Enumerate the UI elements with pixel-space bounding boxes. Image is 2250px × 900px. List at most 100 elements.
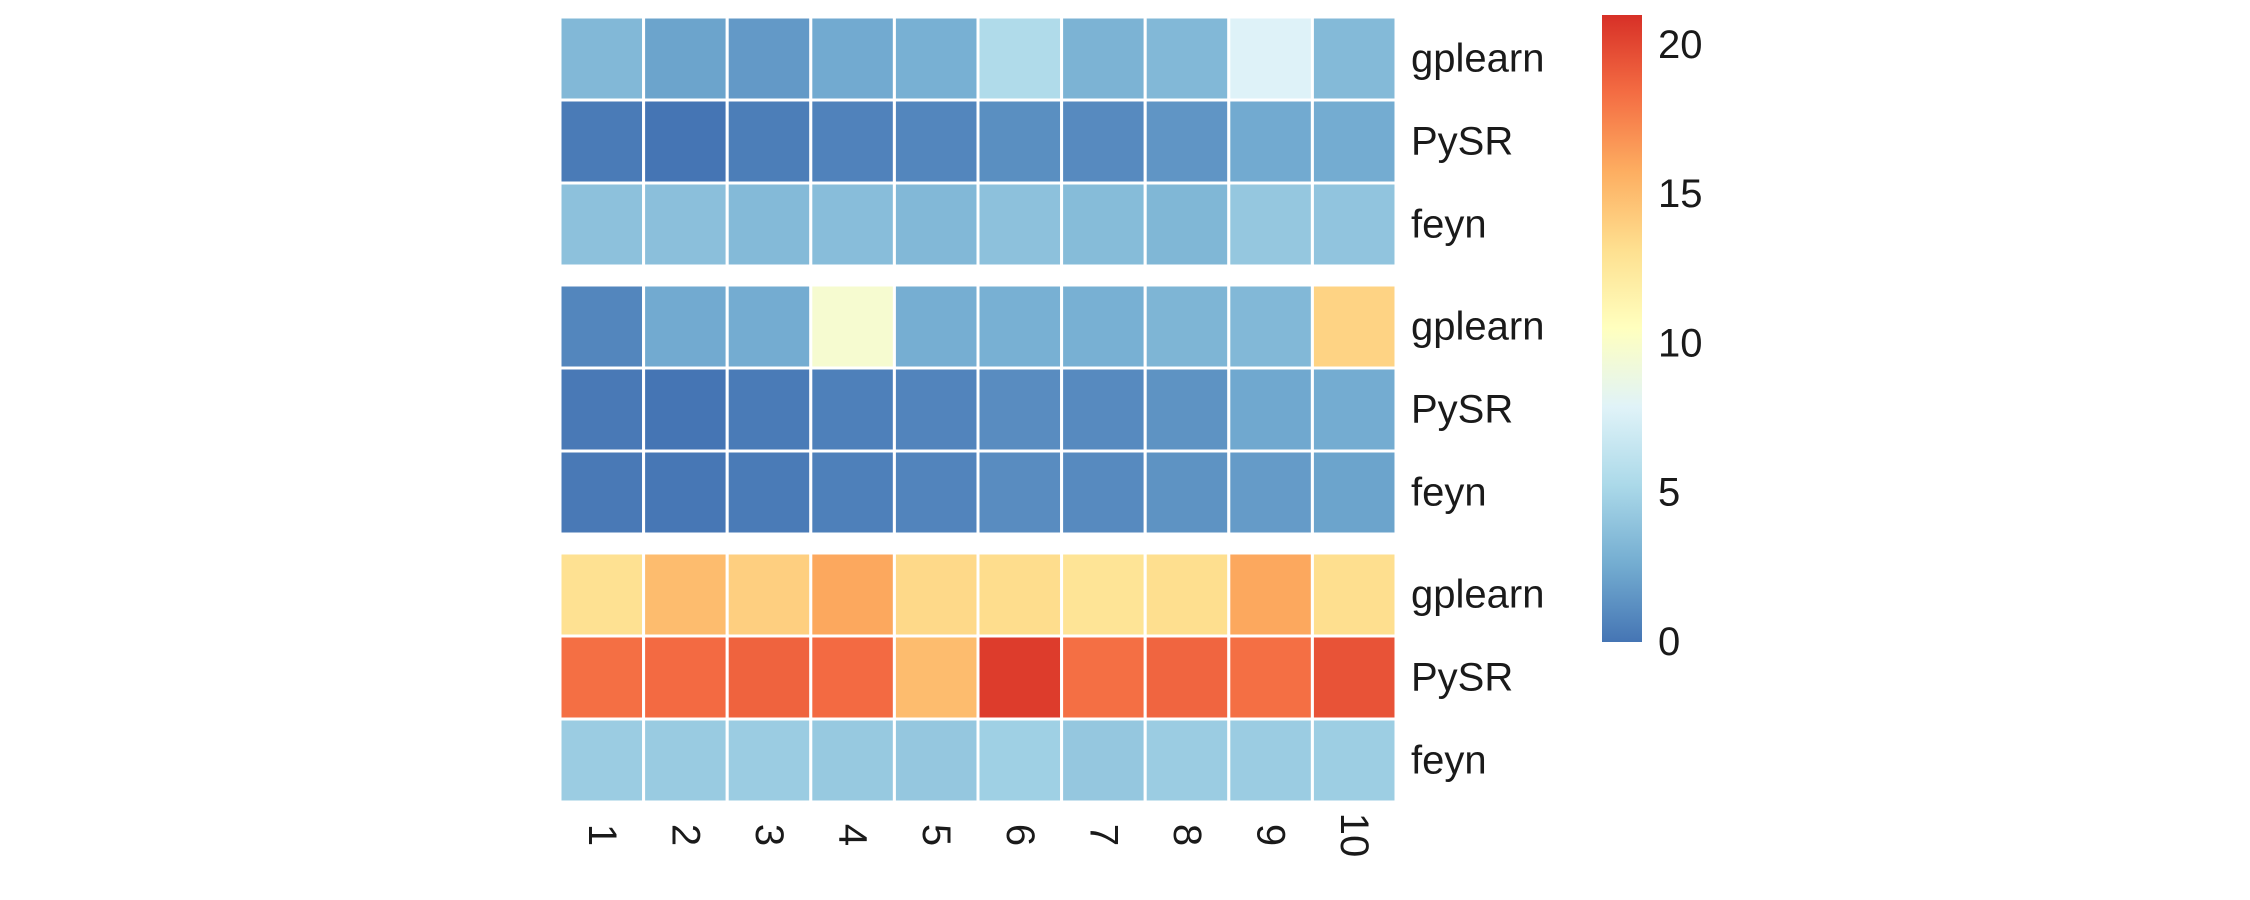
heatmap-cell	[1227, 366, 1314, 453]
row-label: gplearn	[1411, 573, 1544, 617]
heatmap-cell	[976, 283, 1064, 370]
heatmap-cell	[892, 634, 980, 721]
colorbar-tick-label: 5	[1658, 471, 1680, 515]
heatmap-cell	[1310, 15, 1398, 102]
heatmap-cell	[1060, 449, 1147, 536]
heatmap-cell	[976, 449, 1064, 536]
heatmap-cell	[1227, 283, 1314, 370]
heatmap-cell	[809, 634, 896, 721]
heatmap-cell	[1310, 551, 1398, 638]
heatmap-cell	[642, 98, 729, 185]
row-label: PySR	[1411, 656, 1513, 700]
heatmap-cell	[725, 366, 813, 453]
column-label: 4	[831, 824, 875, 846]
heatmap-cell	[809, 551, 896, 638]
heatmap-cell	[558, 717, 646, 804]
heatmap-cell	[558, 366, 646, 453]
column-label: 6	[998, 824, 1042, 846]
column-label: 7	[1081, 824, 1125, 846]
heatmap-cell	[976, 15, 1064, 102]
heatmap-cell	[725, 449, 813, 536]
heatmap-cell	[1060, 551, 1147, 638]
heatmap-cell	[642, 634, 729, 721]
heatmap-cell	[976, 634, 1064, 721]
heatmap-cell	[1227, 449, 1314, 536]
heatmap-cell	[725, 15, 813, 102]
column-label: 2	[663, 824, 707, 846]
heatmap-cell	[809, 717, 896, 804]
colorbar-tick-label: 10	[1658, 321, 1703, 365]
heatmap-cell	[976, 181, 1064, 268]
column-label: 5	[914, 824, 958, 846]
heatmap-cell	[1310, 283, 1398, 370]
heatmap-cell	[1060, 366, 1147, 453]
heatmap-cell	[642, 15, 729, 102]
heatmap-cell	[1143, 15, 1231, 102]
heatmap-cell	[1060, 98, 1147, 185]
column-label: 1	[580, 824, 624, 846]
heatmap-cell	[642, 181, 729, 268]
heatmap-cells	[558, 15, 1398, 804]
heatmap-cell	[892, 283, 980, 370]
heatmap-cell	[892, 181, 980, 268]
heatmap-cell	[1143, 551, 1231, 638]
heatmap-cell	[809, 449, 896, 536]
heatmap-cell	[1310, 449, 1398, 536]
heatmap-cell	[1143, 634, 1231, 721]
colorbar-tick-label: 15	[1658, 172, 1703, 216]
heatmap-cell	[1060, 717, 1147, 804]
heatmap-cell	[558, 634, 646, 721]
heatmap-cell	[1227, 634, 1314, 721]
colorbar-tick-label: 20	[1658, 23, 1703, 67]
heatmap-cell	[1143, 181, 1231, 268]
heatmap-cell	[642, 366, 729, 453]
heatmap-cell	[976, 98, 1064, 185]
heatmap-cell	[725, 98, 813, 185]
heatmap-cell	[892, 717, 980, 804]
heatmap-cell	[642, 717, 729, 804]
heatmap-cell	[809, 366, 896, 453]
heatmap-cell	[1143, 98, 1231, 185]
heatmap-cell	[809, 98, 896, 185]
heatmap-cell	[976, 366, 1064, 453]
column-label: 8	[1165, 824, 1209, 846]
row-label: feyn	[1411, 471, 1487, 515]
heatmap-cell	[558, 181, 646, 268]
heatmap-cell	[725, 551, 813, 638]
colorbar: 0 5 10 15 20	[1602, 15, 1703, 664]
heatmap-cell	[892, 15, 980, 102]
row-label: PySR	[1411, 388, 1513, 432]
row-label: PySR	[1411, 120, 1513, 164]
heatmap-cell	[892, 449, 980, 536]
heatmap-cell	[558, 449, 646, 536]
heatmap-cell	[1060, 181, 1147, 268]
heatmap-cell	[1143, 366, 1231, 453]
heatmap-cell	[642, 551, 729, 638]
colorbar-gradient	[1602, 15, 1642, 642]
column-label: 10	[1332, 813, 1376, 858]
heatmap-cell	[809, 15, 896, 102]
colorbar-tick-label: 0	[1658, 620, 1680, 664]
heatmap-cell	[1310, 98, 1398, 185]
heatmap-cell	[892, 366, 980, 453]
heatmap-cell	[1227, 15, 1314, 102]
heatmap-cell	[809, 283, 896, 370]
heatmap-cell	[1227, 181, 1314, 268]
heatmap-cell	[558, 283, 646, 370]
heatmap-cell	[725, 634, 813, 721]
row-label: feyn	[1411, 739, 1487, 783]
heatmap-cell	[558, 15, 646, 102]
heatmap-cell	[1227, 717, 1314, 804]
heatmap-cell	[1310, 181, 1398, 268]
heatmap-cell	[558, 98, 646, 185]
heatmap-cell	[1060, 15, 1147, 102]
heatmap-cell	[976, 717, 1064, 804]
row-labels: gplearn PySR feyn gplearn PySR feyn gplearn PyS…	[1411, 37, 1544, 783]
column-labels: 1 2 3 4 5 6 7 8 9 10	[580, 813, 1376, 858]
heatmap-cell	[809, 181, 896, 268]
heatmap-cell	[1227, 98, 1314, 185]
heatmap-cell	[1310, 717, 1398, 804]
row-label: gplearn	[1411, 37, 1544, 81]
heatmap-cell	[1310, 634, 1398, 721]
